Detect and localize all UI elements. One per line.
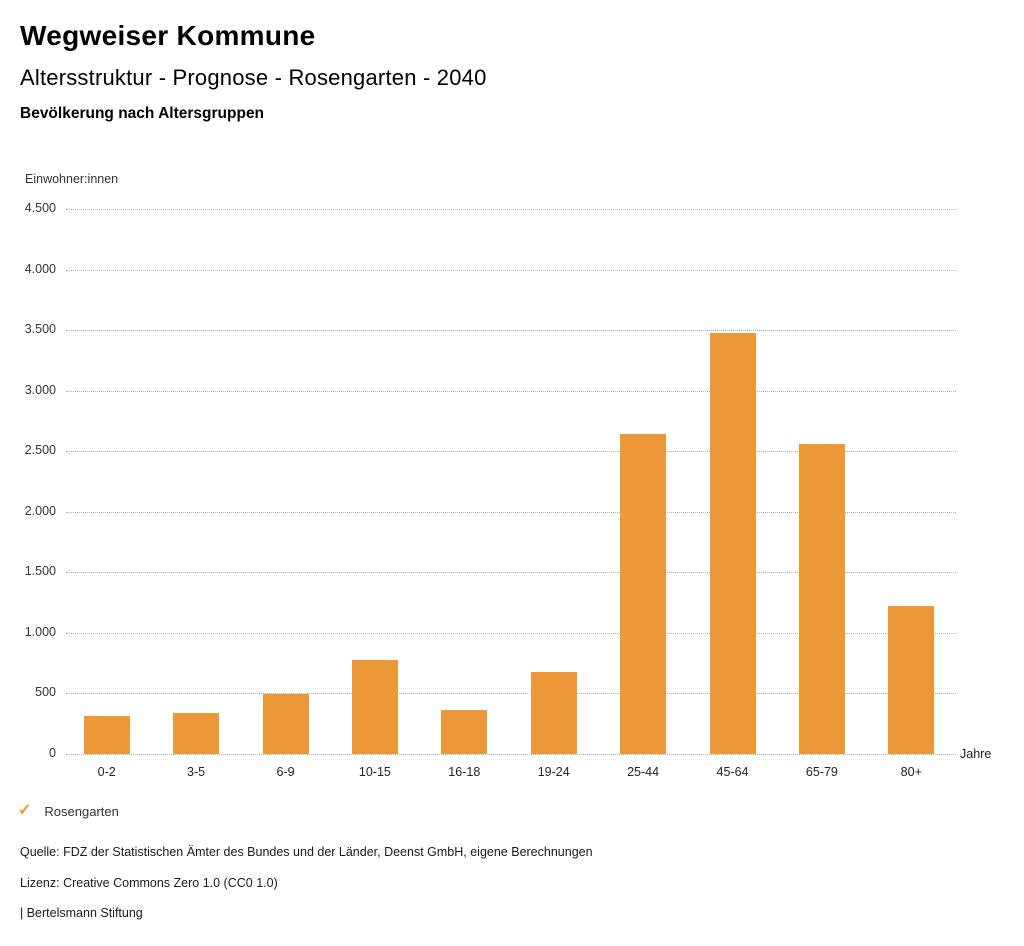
x-tick-label-80+: 80+ <box>900 765 922 779</box>
gridline-3.500 <box>66 330 956 332</box>
y-tick-label-2.500: 2.500 <box>24 443 56 458</box>
bar-45-64[interactable] <box>709 333 756 754</box>
y-tick-label-2.000: 2.000 <box>24 503 56 518</box>
gridline-4.000 <box>66 269 956 271</box>
gridline-1.000 <box>66 632 956 634</box>
gridline-1.500 <box>66 572 956 574</box>
y-tick-label-4.500: 4.500 <box>24 201 56 215</box>
y-tick-label-3.500: 3.500 <box>24 322 56 337</box>
source-text: Quelle: FDZ der Statistischen Ämter des … <box>20 845 593 859</box>
y-tick-label-4.000: 4.000 <box>24 261 56 276</box>
gridline-0 <box>66 754 956 755</box>
plot-area <box>62 209 956 755</box>
bar-80+[interactable] <box>888 605 935 754</box>
gridline-500 <box>66 693 956 695</box>
y-tick-label-0: 0 <box>49 746 56 760</box>
x-tick-label-6-9: 6-9 <box>276 765 295 779</box>
x-axis-unit-label: Jahre <box>960 747 992 761</box>
bar-0-2[interactable] <box>83 715 130 754</box>
y-axis-unit-label: Einwohner:innen <box>25 172 119 186</box>
bar-6-9[interactable] <box>262 694 309 754</box>
attribution-text: | Bertelsmann Stiftung <box>20 906 143 920</box>
bar-19-24[interactable] <box>530 671 577 754</box>
x-tick-label-65-79: 65-79 <box>805 765 838 779</box>
bar-3-5[interactable] <box>173 712 220 754</box>
bar-16-18[interactable] <box>441 709 488 754</box>
y-tick-label-500: 500 <box>35 685 56 700</box>
x-axis-labels: 0-2 3-5 6-9 10-15 16-18 19-24 25-44 45-64 65-79 8… <box>62 765 956 783</box>
bar-10-15[interactable] <box>351 659 398 754</box>
app-title: Wegweiser Kommune <box>20 20 316 51</box>
legend-item-rosengarten[interactable]: ✓ Rosengarten <box>18 803 119 819</box>
x-tick-label-19-24: 19-24 <box>537 765 570 779</box>
check-icon: ✓ <box>18 802 32 819</box>
y-tick-label-1.500: 1.500 <box>24 564 56 579</box>
bar-65-79[interactable] <box>798 443 845 754</box>
chart-heading: Bevölkerung nach Altersgruppen <box>20 105 265 122</box>
x-tick-label-10-15: 10-15 <box>358 765 391 779</box>
page-title: Altersstruktur - Prognose - Rosengarten … <box>20 65 487 90</box>
gridline-4.500 <box>66 209 956 210</box>
gridline-2.500 <box>66 451 956 453</box>
y-tick-label-3.000: 3.000 <box>24 382 56 397</box>
y-tick-label-1.000: 1.000 <box>24 624 56 639</box>
legend-label: Rosengarten <box>44 803 119 819</box>
y-axis-labels: 0 500 1.000 1.500 2.000 2.500 3.000 3.500 4.000 4… <box>0 201 56 760</box>
x-tick-label-0-2: 0-2 <box>97 765 116 779</box>
x-tick-label-16-18: 16-18 <box>448 765 481 779</box>
gridline-3.000 <box>66 390 956 392</box>
x-tick-label-25-44: 25-44 <box>627 765 660 779</box>
x-tick-label-3-5: 3-5 <box>187 765 206 779</box>
gridline-2.000 <box>66 511 956 513</box>
license-text: Lizenz: Creative Commons Zero 1.0 (CC0 1… <box>20 876 278 890</box>
x-tick-label-45-64: 45-64 <box>716 765 749 779</box>
bar-25-44[interactable] <box>620 433 667 754</box>
